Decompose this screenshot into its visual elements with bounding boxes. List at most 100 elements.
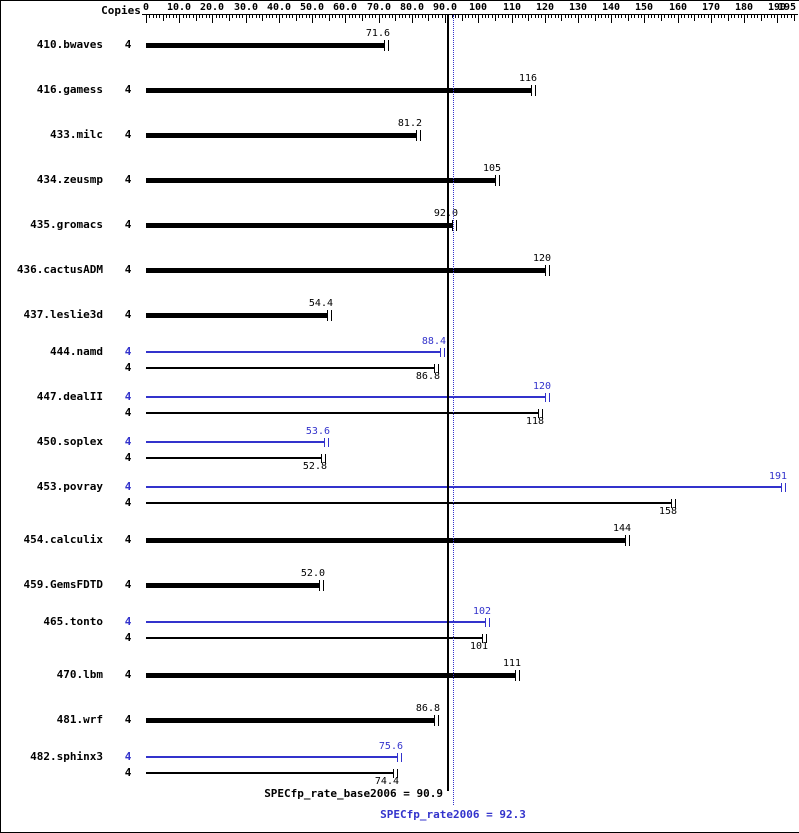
peak-bar <box>146 621 485 623</box>
axis-tick <box>598 15 599 18</box>
benchmark-label: 470.lbm <box>56 668 103 681</box>
axis-tick <box>315 15 316 18</box>
axis-tick <box>658 15 659 18</box>
axis-tick <box>428 15 429 21</box>
copies-value: 4 <box>124 668 132 681</box>
axis-tick <box>405 15 406 18</box>
axis-tick <box>206 15 207 18</box>
axis-tick <box>787 15 788 18</box>
axis-tick <box>531 15 532 18</box>
base-bar <box>146 637 482 639</box>
axis-tick <box>644 15 645 23</box>
base-median-marker <box>531 85 536 96</box>
base-bar <box>146 223 452 228</box>
axis-tick <box>495 15 496 21</box>
axis-tick <box>462 15 463 21</box>
base-copies-value: 4 <box>124 361 132 374</box>
axis-tick <box>545 15 546 23</box>
base-value-label: 52.0 <box>300 568 325 579</box>
base-median-marker <box>482 634 487 643</box>
axis-tick-label: 170 <box>701 2 721 13</box>
benchmark-label: 433.milc <box>50 128 103 141</box>
base-value-label: 118 <box>525 416 544 427</box>
axis-tick <box>791 15 792 18</box>
copies-value: 4 <box>124 308 132 321</box>
axis-tick <box>339 15 340 18</box>
axis-tick <box>369 15 370 18</box>
axis-tick <box>794 15 795 21</box>
axis-tick <box>153 15 154 18</box>
base-median-marker <box>545 265 550 276</box>
benchmark-row: 436.cactusADM 4 120 <box>1 248 799 293</box>
copies-value: 4 <box>124 173 132 186</box>
axis-tick <box>512 15 513 23</box>
axis-tick <box>375 15 376 18</box>
axis-tick <box>242 15 243 18</box>
axis-tick <box>502 15 503 18</box>
axis-tick <box>415 15 416 18</box>
axis-tick <box>458 15 459 18</box>
axis-tick <box>266 15 267 18</box>
axis-tick <box>438 15 439 18</box>
axis-tick <box>269 15 270 18</box>
axis-tick <box>432 15 433 18</box>
axis-tick <box>359 15 360 18</box>
axis-tick <box>478 15 479 23</box>
axis-tick <box>372 15 373 18</box>
axis-tick <box>714 15 715 18</box>
axis-tick <box>734 15 735 18</box>
axis-tick-label: 180 <box>734 2 754 13</box>
axis-tick <box>299 15 300 18</box>
base-bar <box>146 412 538 414</box>
axis-tick <box>528 15 529 21</box>
axis-tick <box>159 15 160 18</box>
axis-tick <box>455 15 456 18</box>
axis-tick <box>774 15 775 18</box>
axis-tick-label: 80.0 <box>399 2 425 13</box>
axis-tick <box>518 15 519 18</box>
axis-tick <box>385 15 386 18</box>
axis-tick <box>249 15 250 18</box>
axis-tick <box>684 15 685 18</box>
axis-tick <box>306 15 307 18</box>
axis-tick <box>289 15 290 18</box>
base-bar <box>146 367 434 369</box>
base-bar <box>146 502 671 504</box>
base-mean-line <box>447 15 449 791</box>
base-value-label: 120 <box>532 253 551 264</box>
axis-tick <box>608 15 609 18</box>
base-value-label: 54.4 <box>308 298 333 309</box>
copies-value: 4 <box>124 38 132 51</box>
base-bar <box>146 583 319 588</box>
axis-tick <box>741 15 742 18</box>
peak-copies-value: 4 <box>124 615 132 628</box>
axis-tick <box>754 15 755 18</box>
axis-tick <box>611 15 612 23</box>
axis-tick <box>628 15 629 21</box>
axis-tick <box>585 15 586 18</box>
axis-tick <box>332 15 333 18</box>
axis-tick <box>212 15 213 23</box>
axis-tick <box>452 15 453 18</box>
axis-tick <box>691 15 692 18</box>
axis-tick <box>678 15 679 23</box>
axis-tick <box>389 15 390 18</box>
base-value-label: 144 <box>612 523 631 534</box>
axis-tick <box>694 15 695 21</box>
axis-tick <box>302 15 303 18</box>
base-value-label: 52.8 <box>302 461 327 472</box>
axis-tick <box>335 15 336 18</box>
axis-tick <box>236 15 237 18</box>
axis-tick <box>711 15 712 23</box>
axis-tick <box>761 15 762 21</box>
base-bar <box>146 457 321 459</box>
base-value-label: 86.8 <box>415 371 440 382</box>
axis-tick <box>186 15 187 18</box>
base-bar <box>146 43 384 48</box>
benchmark-row: 453.povray 4 191 4 158 <box>1 471 799 518</box>
axis-tick <box>485 15 486 18</box>
peak-median-marker <box>485 618 490 627</box>
benchmark-label: 435.gromacs <box>30 218 103 231</box>
base-value-label: 71.6 <box>365 28 390 39</box>
axis-tick <box>202 15 203 18</box>
